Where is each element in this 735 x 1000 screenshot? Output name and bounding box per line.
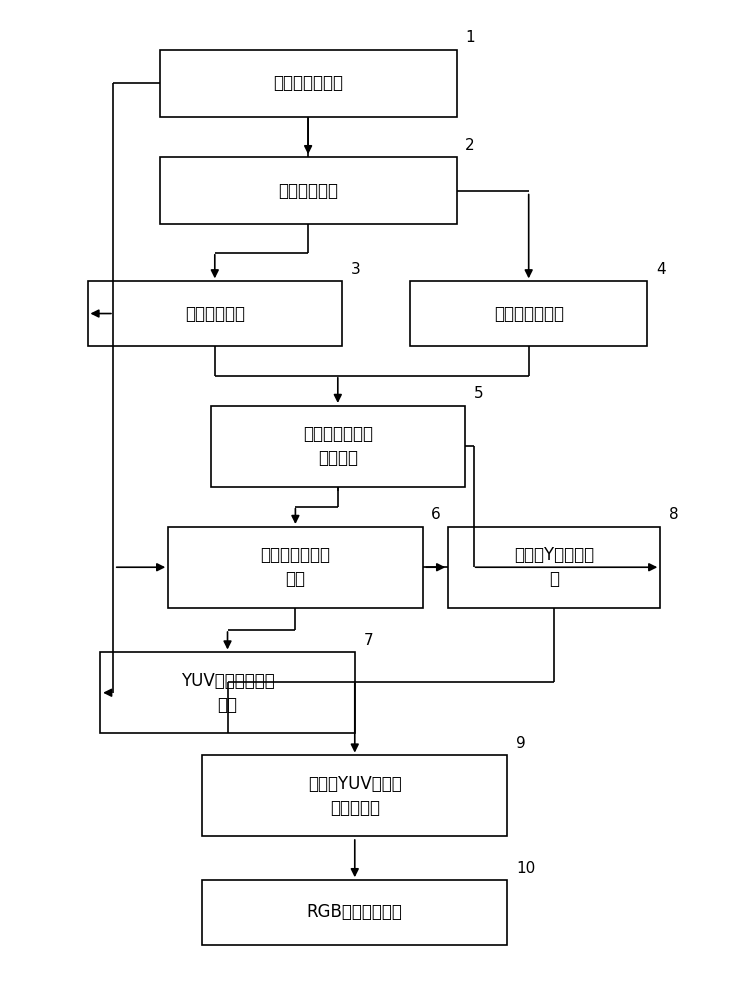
Bar — [202, 755, 507, 836]
Text: 6: 6 — [431, 507, 441, 522]
Text: 大气透射率矩阵
计算模块: 大气透射率矩阵 计算模块 — [303, 425, 373, 467]
Bar — [159, 157, 456, 224]
Bar — [448, 527, 660, 608]
Text: 1: 1 — [465, 30, 475, 45]
Text: 4: 4 — [656, 262, 666, 277]
Bar — [87, 281, 342, 346]
Text: 大气光成分计算
模块: 大气光成分计算 模块 — [260, 546, 331, 588]
Text: 矩阵构建模块: 矩阵构建模块 — [278, 182, 338, 200]
Text: 7: 7 — [363, 633, 373, 648]
Text: 10: 10 — [516, 861, 535, 876]
Text: 2: 2 — [465, 138, 475, 153]
Bar — [210, 406, 465, 487]
Text: 5: 5 — [473, 386, 483, 401]
Text: 平均值计算模块: 平均值计算模块 — [494, 305, 564, 323]
Text: 去雾后YUV空间数
据构建模块: 去雾后YUV空间数 据构建模块 — [308, 775, 401, 817]
Text: YUV空间数据转换
模块: YUV空间数据转换 模块 — [181, 672, 274, 714]
Text: 9: 9 — [516, 736, 526, 751]
Bar — [168, 527, 423, 608]
Bar — [100, 652, 355, 733]
Text: 8: 8 — [669, 507, 678, 522]
Text: 去雾后Y值计算模
块: 去雾后Y值计算模 块 — [514, 546, 594, 588]
Bar — [202, 880, 507, 945]
Text: 3: 3 — [351, 262, 360, 277]
Bar — [159, 50, 456, 117]
Bar — [410, 281, 648, 346]
Text: RGB数据转换模块: RGB数据转换模块 — [306, 903, 403, 921]
Text: 均值滤波模块: 均值滤波模块 — [184, 305, 245, 323]
Text: 当前帧视频图像: 当前帧视频图像 — [273, 74, 343, 92]
